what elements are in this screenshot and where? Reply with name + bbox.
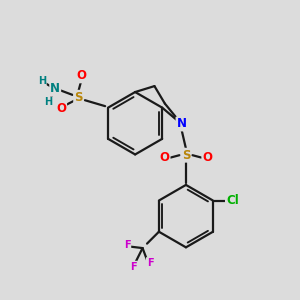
Text: F: F [147, 258, 153, 268]
Text: N: N [50, 82, 60, 95]
Text: O: O [76, 69, 86, 82]
Text: S: S [182, 149, 190, 162]
Text: Cl: Cl [226, 194, 239, 207]
Text: S: S [74, 91, 82, 104]
Text: F: F [124, 240, 130, 250]
Text: N: N [176, 118, 187, 130]
Text: O: O [202, 151, 212, 164]
Text: F: F [130, 262, 137, 272]
Text: H: H [38, 76, 46, 85]
Text: H: H [45, 97, 53, 107]
Text: O: O [160, 151, 170, 164]
Text: O: O [56, 102, 66, 115]
